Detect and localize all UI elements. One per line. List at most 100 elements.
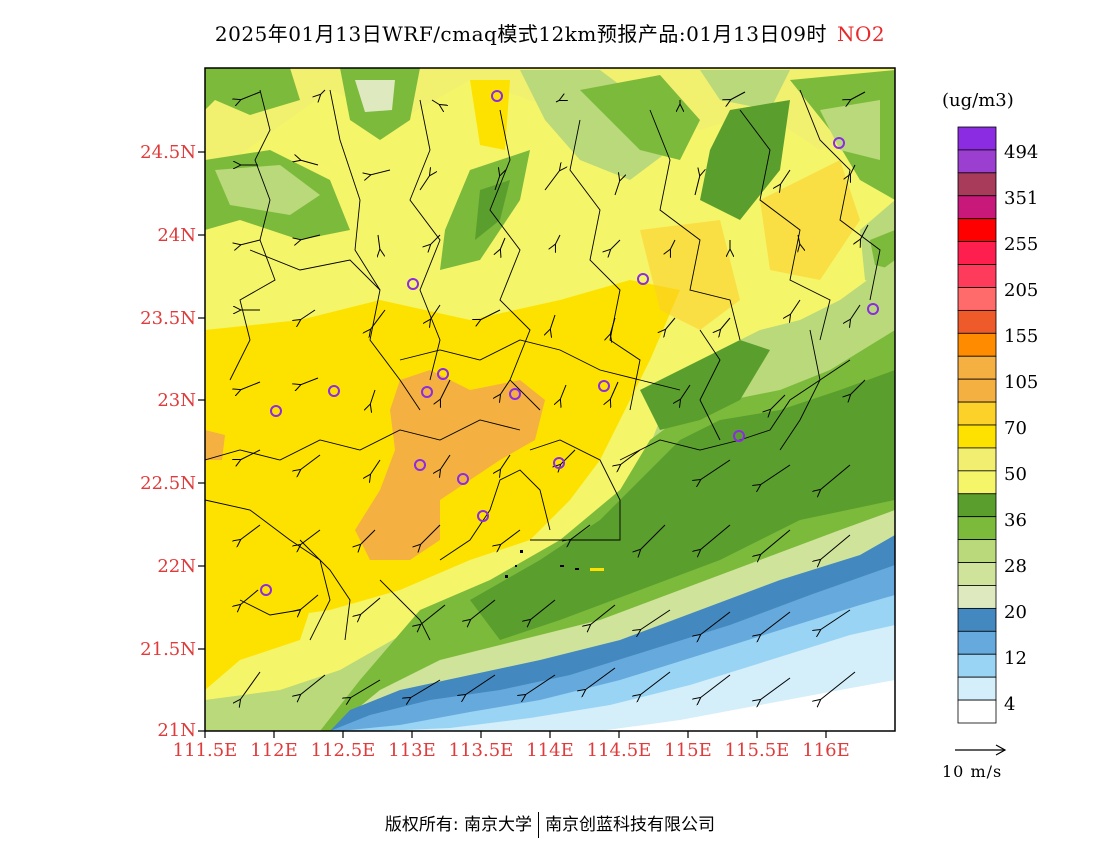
wind-arrow bbox=[525, 674, 556, 695]
lon-label: 113E bbox=[388, 740, 436, 761]
wind-arrow bbox=[798, 234, 800, 245]
legend-swatch bbox=[957, 562, 997, 586]
wind-arrow bbox=[790, 299, 801, 315]
wind-arrow bbox=[530, 599, 556, 620]
wind-arrow bbox=[300, 454, 321, 470]
station-marker bbox=[553, 457, 565, 469]
legend-swatch bbox=[957, 447, 997, 472]
wind-arrow bbox=[500, 529, 521, 545]
wind-arrow bbox=[370, 389, 376, 405]
station-marker bbox=[509, 388, 521, 400]
wind-arrow bbox=[240, 589, 259, 605]
title-pollutant: NO2 bbox=[836, 22, 886, 46]
lat-label: 22.5N bbox=[140, 473, 196, 494]
station-marker bbox=[867, 303, 879, 315]
station-marker bbox=[260, 584, 272, 596]
wind-arrow bbox=[665, 317, 676, 330]
wind-arrow bbox=[640, 609, 671, 630]
legend-label: 50 bbox=[1004, 464, 1027, 485]
wind-arrow bbox=[480, 309, 501, 320]
wind-reference-label: 10 m/s bbox=[942, 762, 1003, 781]
wind-arrow bbox=[820, 464, 851, 490]
wind-arrow bbox=[500, 237, 506, 250]
legend-swatch bbox=[957, 699, 997, 724]
wind-arrow bbox=[590, 604, 616, 625]
lon-label: 114.5E bbox=[586, 740, 652, 761]
copyright-footer: 版权所有: 南京大学 南京创蓝科技有限公司 bbox=[0, 810, 1100, 838]
station-marker bbox=[328, 385, 340, 397]
station-marker bbox=[598, 380, 610, 392]
lat-label: 24.5N bbox=[140, 142, 196, 163]
wind-arrow bbox=[555, 100, 560, 103]
wind-arrow bbox=[820, 609, 851, 630]
wind-arrow bbox=[240, 381, 261, 390]
wind-arrow bbox=[410, 679, 441, 698]
wind-arrow bbox=[850, 164, 856, 175]
wind-arrow bbox=[700, 524, 731, 550]
wind-arrow bbox=[370, 309, 386, 330]
legend-label: 4 bbox=[1004, 694, 1016, 715]
wind-arrow bbox=[431, 99, 440, 105]
station-marker bbox=[270, 405, 282, 417]
wind-arrow bbox=[360, 597, 381, 615]
wind-arrow bbox=[640, 524, 666, 550]
lon-label: 115E bbox=[664, 740, 712, 761]
legend-label: 36 bbox=[1004, 510, 1027, 531]
wind-arrow bbox=[378, 234, 380, 250]
wind-arrow bbox=[760, 529, 791, 555]
legend-label: 155 bbox=[1004, 326, 1039, 347]
wind-arrow bbox=[720, 317, 731, 330]
legend-swatch bbox=[957, 264, 997, 288]
wind-arrow bbox=[770, 394, 786, 410]
legend-label: 494 bbox=[1004, 142, 1039, 163]
lon-label: 113.5E bbox=[448, 740, 514, 761]
lat-label: 24N bbox=[157, 225, 196, 246]
legend-swatch bbox=[957, 676, 997, 701]
wind-arrow bbox=[610, 381, 619, 400]
wind-arrow bbox=[570, 524, 591, 540]
wind-arrow bbox=[240, 449, 261, 460]
legend-label: 28 bbox=[1004, 556, 1027, 577]
wind-arrow bbox=[610, 239, 621, 250]
wind-arrow bbox=[300, 377, 319, 385]
wind-arrow bbox=[760, 677, 791, 700]
wind-arrow bbox=[560, 449, 576, 465]
wind-arrow bbox=[470, 599, 496, 620]
legend-swatch bbox=[957, 516, 997, 541]
wind-reference-arrow bbox=[955, 744, 1007, 756]
wind-arrow bbox=[850, 379, 866, 395]
station-marker bbox=[457, 473, 469, 485]
wind-arrow bbox=[550, 314, 556, 330]
legend-swatch bbox=[957, 653, 997, 678]
legend-swatch bbox=[957, 607, 997, 632]
wind-arrow bbox=[300, 234, 321, 240]
station-marker bbox=[491, 90, 503, 102]
wind-arrow bbox=[240, 91, 261, 100]
wind-arrow bbox=[420, 524, 441, 545]
wind-arrow bbox=[820, 671, 856, 700]
wind-arrow bbox=[560, 384, 567, 400]
concentration-field bbox=[205, 68, 895, 731]
legend-swatch bbox=[957, 470, 997, 495]
wind-arrow bbox=[694, 175, 700, 196]
wind-arrow bbox=[370, 169, 391, 175]
wind-arrow bbox=[620, 449, 641, 465]
legend-label: 20 bbox=[1004, 602, 1027, 623]
wind-arrow bbox=[500, 454, 511, 470]
wind-arrow bbox=[465, 674, 496, 695]
lon-label: 112.5E bbox=[310, 740, 376, 761]
lat-label: 23N bbox=[157, 390, 196, 411]
station-marker bbox=[414, 459, 426, 471]
monitoring-station-markers bbox=[260, 90, 879, 596]
legend-swatch bbox=[957, 149, 997, 174]
wind-arrow bbox=[420, 604, 446, 625]
lon-label: 115.5E bbox=[724, 740, 790, 761]
wind-arrow bbox=[360, 529, 376, 545]
wind-arrow bbox=[850, 304, 861, 320]
legend-swatch bbox=[957, 218, 997, 243]
station-marker bbox=[477, 510, 489, 522]
wind-arrow bbox=[585, 667, 616, 690]
station-marker bbox=[407, 278, 419, 290]
wind-arrow bbox=[440, 379, 451, 400]
station-marker bbox=[637, 273, 649, 285]
